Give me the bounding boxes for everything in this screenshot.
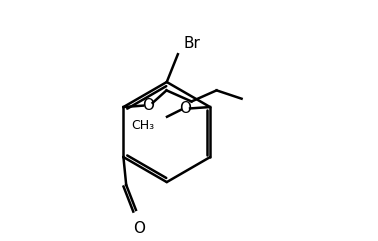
Text: CH₃: CH₃ <box>132 119 155 132</box>
Text: O: O <box>143 98 155 113</box>
Text: Br: Br <box>183 36 200 51</box>
Text: O: O <box>179 101 191 116</box>
Text: O: O <box>133 221 145 236</box>
